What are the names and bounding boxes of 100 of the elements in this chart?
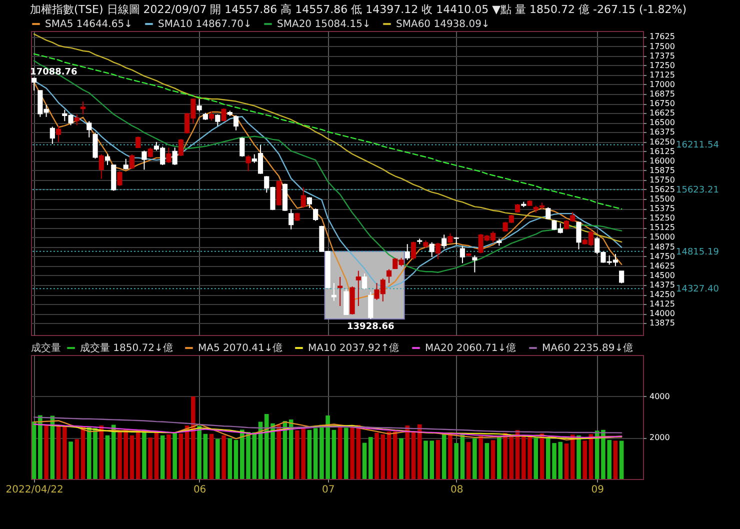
bar <box>350 425 354 479</box>
candlestick <box>178 138 184 157</box>
bar <box>62 426 67 479</box>
bar <box>172 432 177 479</box>
candlestick <box>129 154 135 170</box>
y-tick-label: 16000 <box>650 156 675 166</box>
y-tick-label: 14250 <box>650 290 675 300</box>
bar <box>380 434 386 479</box>
bar <box>472 438 477 479</box>
bar <box>405 426 410 479</box>
y-tick-label: 15750 <box>650 175 675 184</box>
y-tick-label: 16750 <box>650 99 675 108</box>
bar <box>178 433 184 479</box>
line-series <box>33 416 622 434</box>
candlestick <box>448 232 453 244</box>
bar <box>130 435 134 479</box>
annotation: 13928.66 <box>347 322 394 332</box>
legend-label: MA60 2235.89↓億 <box>542 342 634 354</box>
bar <box>313 428 318 479</box>
candlestick <box>300 186 306 208</box>
candlestick <box>410 241 416 260</box>
y-tick-label: 14500 <box>650 270 675 280</box>
legend-label: SMA10 14867.70↓ <box>158 19 252 30</box>
legend-title: 成交量 <box>31 342 61 354</box>
bar <box>32 421 36 479</box>
bar <box>44 426 48 479</box>
candlestick <box>368 291 374 320</box>
candlestick <box>313 208 318 222</box>
candlestick <box>98 154 104 180</box>
candlestick <box>240 136 245 158</box>
legend-label: MA20 2060.71↓億 <box>425 342 516 354</box>
y-tick-label: 15000 <box>650 232 675 242</box>
y-tick-label: 16250 <box>650 137 675 146</box>
candlestick <box>215 114 220 127</box>
candlestick <box>576 221 582 250</box>
candlestick <box>356 270 361 306</box>
x-tick-label: 2022/04/22 <box>6 484 64 496</box>
candlestick <box>148 147 153 158</box>
legend-label: MA10 2037.92↑億 <box>308 342 400 354</box>
candlestick <box>80 101 86 115</box>
bar <box>191 396 196 479</box>
candlestick <box>166 147 172 164</box>
candlestick <box>288 208 294 230</box>
legend-label: 成交量 1850.72↓億 <box>80 342 173 354</box>
bar <box>344 428 348 479</box>
bar <box>166 434 171 479</box>
candlestick <box>56 126 62 143</box>
bar <box>154 431 159 479</box>
candlestick <box>196 98 202 112</box>
legend-label: SMA5 14644.65↓ <box>45 19 132 30</box>
candlestick <box>404 244 410 260</box>
candlestick <box>429 242 434 258</box>
bar <box>68 442 73 479</box>
ref-line-label: 14815.19 <box>676 247 720 258</box>
bar <box>582 440 587 479</box>
bar <box>466 442 471 479</box>
bar <box>222 435 226 479</box>
bar <box>448 432 452 479</box>
y-tick-label: 15875 <box>650 166 675 175</box>
bar <box>534 438 538 479</box>
chart-title: 加權指數(TSE) 日線圖 2022/09/07 開 14557.86 高 14557.86 低 14397.12 收 14410.05 ▼點 量 1850.72 億 -267.15 (-1.82%) <box>30 3 686 16</box>
y-tick-label: 17125 <box>650 70 675 80</box>
y-tick-label: 16875 <box>650 90 675 99</box>
bar <box>142 430 146 479</box>
candlestick <box>74 114 80 126</box>
x-tick-label: 07 <box>322 484 335 496</box>
candlestick <box>435 242 441 260</box>
candlestick <box>460 245 465 264</box>
bar <box>368 437 373 479</box>
y-tick-label: 15500 <box>650 194 675 204</box>
candlestick <box>92 132 98 160</box>
candlestick <box>362 273 368 290</box>
y-tick-label: 17625 <box>650 32 675 42</box>
bar <box>386 432 392 479</box>
bar <box>148 438 152 479</box>
candlestick <box>221 108 226 122</box>
y-tick-label: 16375 <box>650 128 675 137</box>
bar <box>99 426 104 479</box>
bar <box>216 438 220 479</box>
ref-line-label: 16211.54 <box>676 140 720 151</box>
candlestick <box>338 276 343 306</box>
bar <box>399 438 404 479</box>
bar <box>570 434 575 479</box>
bar <box>74 439 80 479</box>
y-tick-label: 17250 <box>650 60 675 70</box>
y-tick-label: 4000 <box>650 392 670 401</box>
bar <box>417 424 422 479</box>
y-tick-label: 15250 <box>650 214 675 223</box>
y-tick-label: 17500 <box>650 42 675 51</box>
bar <box>564 444 569 479</box>
y-tick-label: 2000 <box>650 433 670 442</box>
bar <box>374 432 379 479</box>
bar <box>490 440 496 479</box>
candlestick <box>117 170 122 186</box>
bar <box>362 442 367 479</box>
ref-line-label: 14327.40 <box>676 284 720 295</box>
candlestick <box>472 254 478 273</box>
bar <box>613 440 618 479</box>
x-tick-label: 06 <box>193 484 206 496</box>
bar <box>454 443 458 479</box>
